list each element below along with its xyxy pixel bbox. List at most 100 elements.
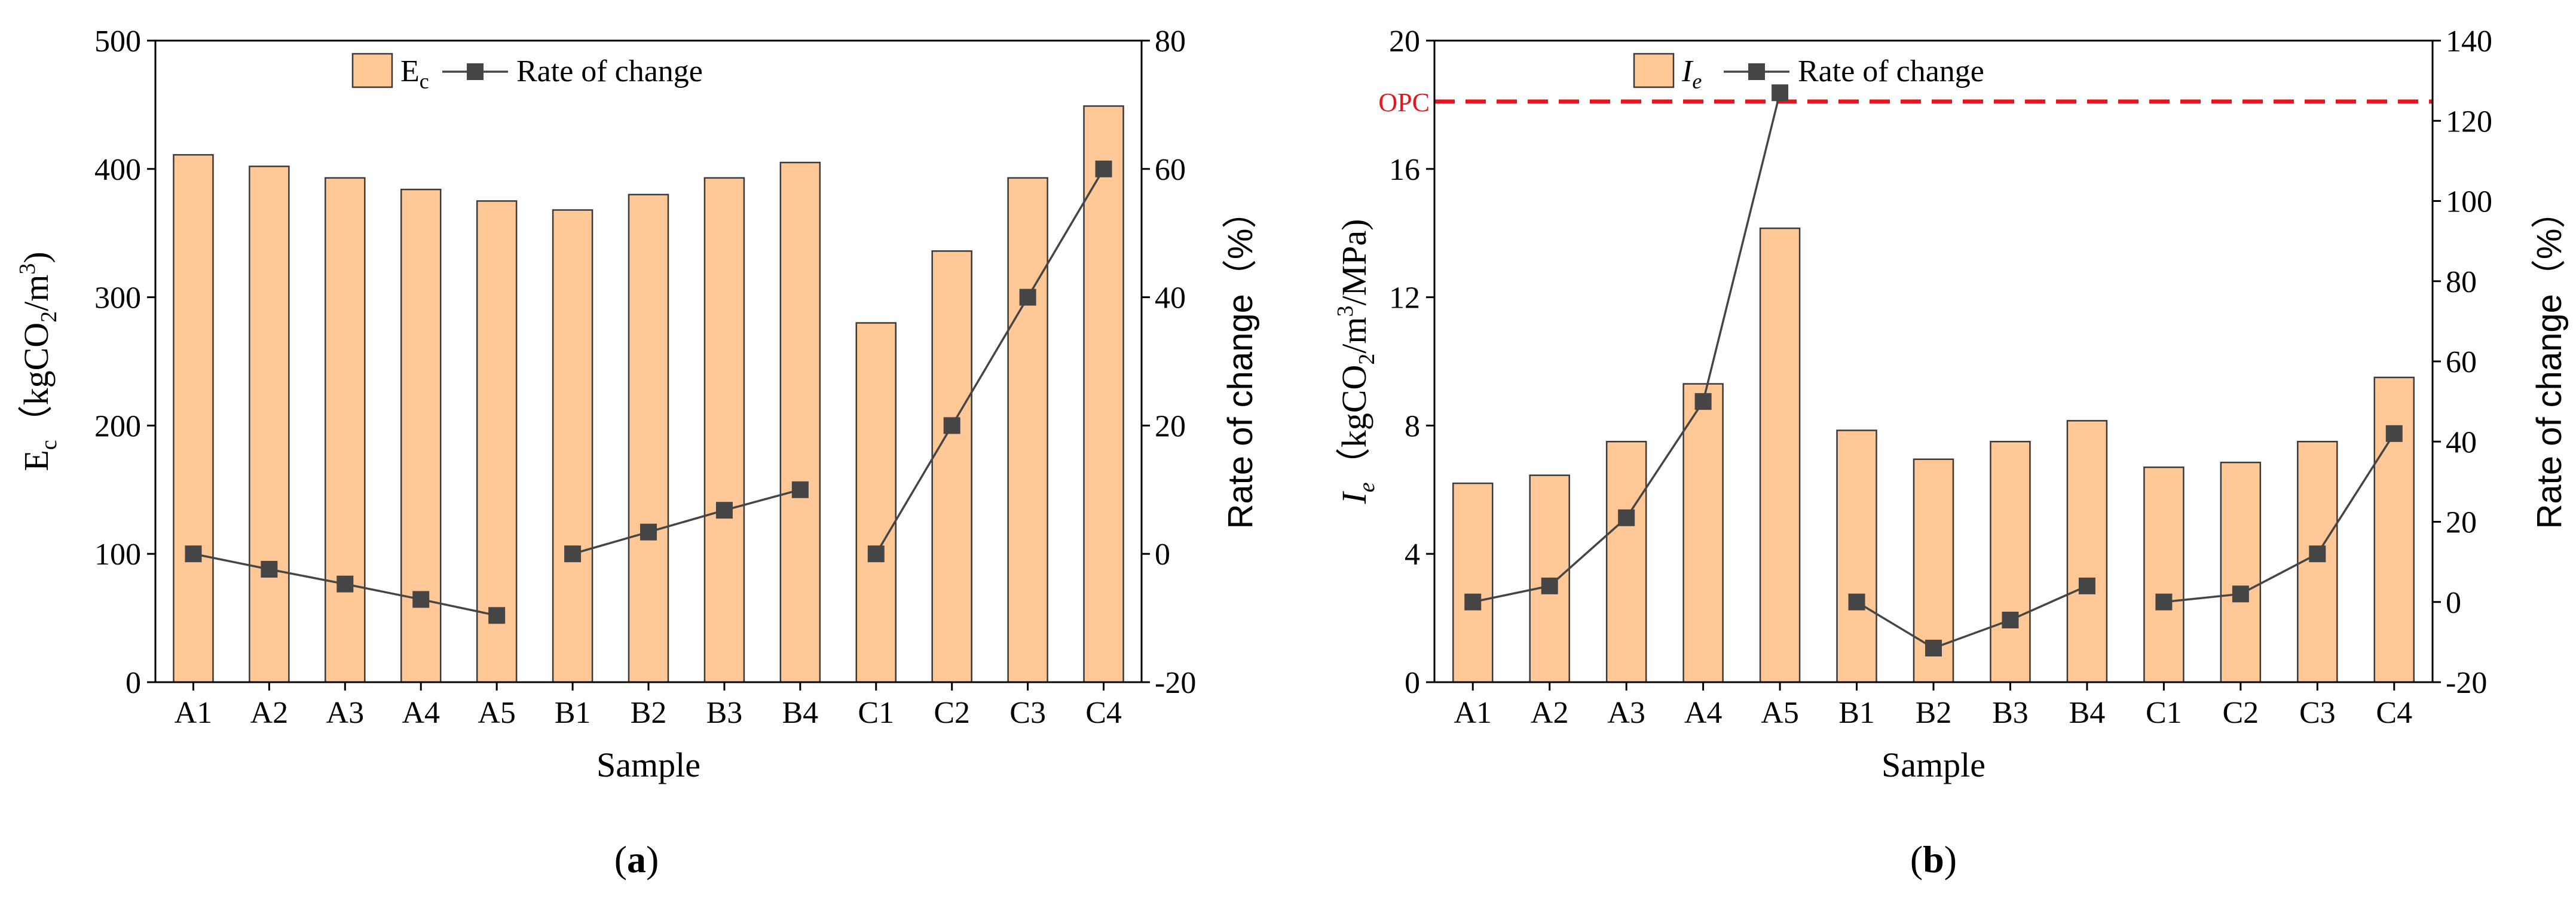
panel-label: (b) [1910, 838, 1957, 880]
bar-A4 [400, 188, 442, 683]
bar-A3 [325, 177, 366, 683]
x-tick-label-A2: A2 [250, 696, 289, 730]
y-label-paren-close: ) [17, 251, 56, 263]
y-label-paren-close: ) [1335, 219, 1373, 230]
rate-marker-A4 [412, 591, 430, 608]
x-tick-label-B1: B1 [555, 696, 591, 730]
legend-line-marker [467, 63, 484, 80]
y-label-unit-superscript: 3 [1333, 305, 1358, 317]
right-y-tick-label-40: 40 [2446, 425, 2477, 459]
left-y-tick-label-500: 500 [94, 24, 141, 59]
x-tick-label-C3: C3 [1009, 696, 1046, 730]
rate-line-segment-3 [2164, 432, 2396, 603]
y-label-symbol: I [1335, 491, 1373, 505]
rate-marker-B3 [2002, 611, 2019, 628]
x-tick-label-C1: C1 [858, 696, 894, 730]
rate-marker-B1 [1848, 593, 1865, 610]
x-tick-label-B2: B2 [1916, 696, 1952, 730]
bar-A1 [173, 154, 214, 683]
legend-bar-symbol: I [1681, 54, 1694, 88]
legend-line-label: Rate of change [516, 54, 703, 88]
right-y-tick-label-60: 60 [1155, 153, 1186, 187]
x-axis-label: Sample [1881, 745, 1985, 784]
rate-marker-B4 [2078, 577, 2095, 594]
right-y-tick-label-80: 80 [2446, 265, 2477, 299]
rate-marker-B4 [791, 481, 809, 498]
y-label-paren-open: （ [17, 405, 56, 440]
y-label-unit-b: /m [1335, 317, 1373, 353]
left-y-tick-label-400: 400 [94, 153, 141, 187]
bar-C1 [2143, 466, 2185, 683]
chart-a: A1 A2 A3 A4 A5 B1 B2 B3 B4 C1 C2 C3 C401002003004005… [15, 24, 1260, 880]
rate-marker-A3 [1618, 509, 1635, 526]
panel-paren-open: ( [614, 838, 627, 880]
left-y-tick-label-0: 0 [1405, 666, 1420, 700]
left-y-axis-label: Ie（kgCO2/m3/MPa) [1333, 219, 1379, 504]
x-tick-label-A1: A1 [1454, 696, 1492, 730]
y-label-unit-a: kgCO [1335, 365, 1373, 448]
y-label-unit-a: kgCO [17, 323, 56, 406]
left-y-tick-label-300: 300 [94, 281, 141, 315]
x-tick-label-C1: C1 [2146, 696, 2182, 730]
rate-marker-B1 [564, 545, 582, 563]
bar-C3 [1007, 177, 1048, 683]
panel-paren-open: ( [1910, 838, 1923, 880]
y-label-unit-superscript: 3 [15, 263, 40, 275]
right-y-tick-label-0: 0 [2446, 586, 2461, 620]
legend-line-marker [1748, 63, 1765, 80]
right-y-tick-label-60: 60 [2446, 345, 2477, 379]
bar-B2 [628, 194, 669, 683]
bar-A3 [1605, 441, 1647, 683]
right-y-tick-label-80: 80 [1155, 24, 1186, 59]
x-tick-label-A3: A3 [326, 696, 365, 730]
legend-bar-swatch [1633, 53, 1675, 88]
bar-B4 [779, 161, 821, 683]
rate-marker-C4 [1095, 160, 1112, 177]
rate-marker-B3 [715, 502, 733, 519]
panel-letter: b [1923, 838, 1944, 880]
legend-bar-subscript: e [1692, 69, 1702, 93]
rate-marker-B2 [1925, 639, 1942, 656]
y-label-unit-b: /m [17, 275, 56, 311]
left-y-tick-label-12: 12 [1389, 281, 1420, 315]
legend-bar-subscript: c [420, 69, 429, 93]
rate-marker-B2 [640, 523, 657, 541]
x-tick-label-B4: B4 [2069, 696, 2106, 730]
rate-marker-C4 [2385, 425, 2403, 442]
legend-bar-label: Ie [1681, 54, 1702, 93]
bar-B3 [1990, 441, 2031, 683]
x-tick-label-A4: A4 [402, 696, 440, 730]
left-y-tick-label-4: 4 [1405, 538, 1420, 572]
x-tick-label-B4: B4 [782, 696, 819, 730]
bar-B3 [703, 177, 745, 683]
right-y-tick-label-40: 40 [1155, 281, 1186, 315]
left-y-axis-label: Ec（kgCO2/m3) [15, 251, 62, 471]
rate-marker-A2 [261, 560, 278, 578]
x-axis-label: Sample [596, 745, 700, 784]
bar-A1 [1452, 482, 1494, 683]
right-y-tick-label--20: -20 [2446, 666, 2487, 700]
x-tick-label-C2: C2 [2223, 696, 2259, 730]
bar-C2 [931, 250, 972, 683]
rate-marker-C2 [943, 417, 960, 434]
left-y-tick-label-0: 0 [126, 666, 141, 700]
rate-marker-C3 [2309, 545, 2326, 563]
left-y-tick-label-200: 200 [94, 409, 141, 443]
x-tick-label-A4: A4 [1684, 696, 1723, 730]
x-tick-label-B3: B3 [706, 696, 743, 730]
x-tick-label-C3: C3 [2299, 696, 2336, 730]
x-tick-label-A1: A1 [175, 696, 213, 730]
y-label-unit-subscript: 2 [36, 311, 62, 323]
x-tick-label-C2: C2 [934, 696, 970, 730]
bar-A5 [1759, 227, 1801, 683]
rate-line-segment-2 [572, 489, 801, 555]
rate-marker-A5 [1772, 84, 1789, 102]
legend-line-label: Rate of change [1798, 54, 1984, 88]
bar-C1 [855, 322, 897, 683]
legend-bar-symbol: E [400, 54, 420, 88]
rate-marker-C1 [2155, 593, 2173, 610]
rate-marker-A5 [488, 607, 506, 624]
